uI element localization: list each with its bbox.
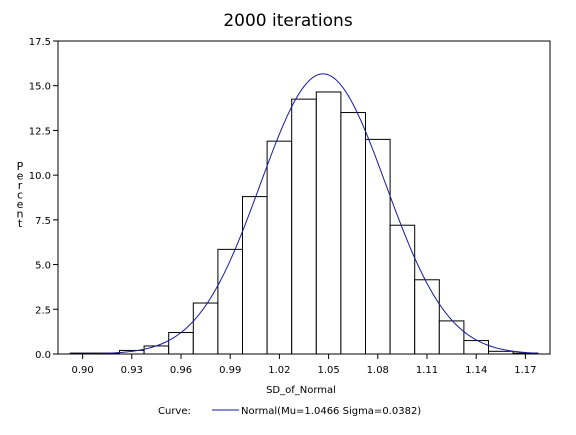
y-tick-label: 0.0 xyxy=(35,350,51,361)
legend-entry: Normal(Mu=1.0466 Sigma=0.0382) xyxy=(241,406,421,417)
legend-label: Curve: xyxy=(158,406,191,417)
x-tick-label: 1.14 xyxy=(465,365,487,376)
y-axis: 0.0 2.5 5.0 7.5 10.0 12.5 15.0 17.5 xyxy=(29,37,58,361)
histogram-bar xyxy=(315,91,342,355)
legend: Curve: Normal(Mu=1.0466 Sigma=0.0382) xyxy=(158,406,421,417)
x-tick-label: 1.02 xyxy=(268,365,290,376)
histogram-bar xyxy=(266,140,293,355)
y-tick-label: 10.0 xyxy=(29,171,51,182)
chart-title: 2000 iterations xyxy=(223,11,352,31)
histogram-bar xyxy=(242,196,268,355)
x-tick-label: 0.99 xyxy=(219,365,241,376)
y-tick-label: 15.0 xyxy=(29,82,51,93)
normal-curve xyxy=(69,73,539,355)
histogram-bars xyxy=(69,91,539,355)
x-tick-label: 1.05 xyxy=(317,365,339,376)
y-tick-label: 12.5 xyxy=(29,126,51,137)
x-tick-label: 0.93 xyxy=(121,365,143,376)
x-tick-label: 1.11 xyxy=(416,365,438,376)
x-tick-label: 1.17 xyxy=(514,365,536,376)
histogram-bar xyxy=(389,224,416,355)
y-tick-label: 2.5 xyxy=(35,305,51,316)
histogram-bar xyxy=(143,345,170,355)
histogram-bar xyxy=(340,112,366,355)
y-tick-label: 17.5 xyxy=(29,37,51,48)
histogram-bar xyxy=(365,138,391,355)
y-tick-label: 5.0 xyxy=(35,261,51,272)
histogram-bar xyxy=(291,98,317,355)
histogram-bar xyxy=(168,332,194,355)
y-tick-label: 7.5 xyxy=(35,216,51,227)
histogram-bar xyxy=(463,340,489,355)
x-tick-label: 0.90 xyxy=(71,365,93,376)
plot-frame xyxy=(57,40,551,355)
histogram-bar xyxy=(414,279,440,355)
x-tick-label: 1.08 xyxy=(367,365,389,376)
x-axis: 0.90 0.93 0.96 0.99 1.02 1.05 1.08 1.11 1.14 1.17 xyxy=(71,354,537,376)
x-tick-label: 0.96 xyxy=(170,365,192,376)
histogram-bar xyxy=(192,302,219,355)
histogram-bar xyxy=(438,320,465,355)
histogram-bar xyxy=(217,248,243,355)
x-axis-label: SD_of_Normal xyxy=(266,385,336,396)
